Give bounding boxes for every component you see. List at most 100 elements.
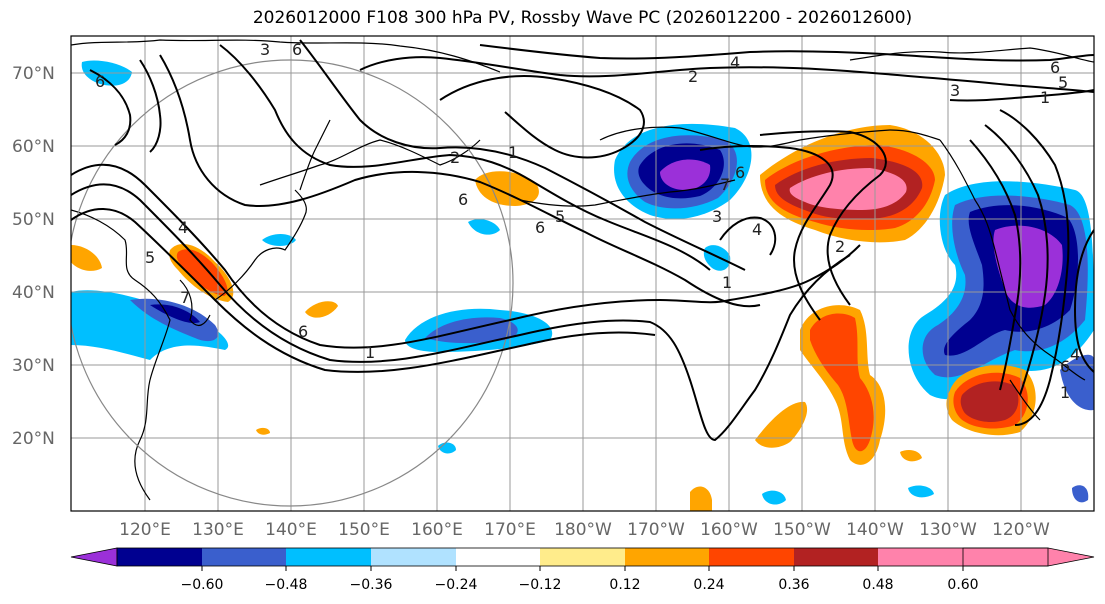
lon-label: 160°W [700, 520, 758, 540]
lon-label: 130°E [192, 520, 244, 540]
contour-label: 5 [145, 248, 155, 267]
contour-label: 3 [712, 207, 722, 226]
contour-label: 2 [835, 237, 845, 256]
pv-contour-line [71, 163, 861, 349]
colorbar-tick-label: −0.36 [350, 577, 393, 593]
latitude-labels: 70°N 60°N 50°N 40°N 30°N 20°N [12, 64, 55, 449]
pv-contour-line [984, 124, 1049, 396]
pv-contour-line [139, 59, 162, 153]
contour-label: 1 [508, 143, 518, 162]
colorbar-extend-left [70, 547, 118, 567]
coastline-sakhalin [299, 119, 331, 191]
colorbar-segment [456, 548, 540, 566]
lat-label: 50°N [12, 210, 55, 230]
anomaly-small-negative-3 [703, 245, 731, 271]
anomaly-small-positive-4 [690, 486, 712, 511]
contour-label: 6 [735, 163, 745, 182]
colorbar-segment [202, 548, 286, 566]
contour-label: 4 [178, 218, 188, 237]
lon-label: 130°W [919, 520, 977, 540]
contour-label: 1 [1060, 383, 1070, 402]
coastline-japan [214, 189, 307, 301]
anomaly-small-negative-2 [468, 219, 500, 235]
lat-label: 30°N [12, 356, 55, 376]
coastline-baja [1009, 379, 1041, 421]
lon-label: 170°W [627, 520, 685, 540]
contour-label: 6 [535, 218, 545, 237]
lat-label: 60°N [12, 137, 55, 157]
anomaly-gulf-positive-center [789, 168, 907, 210]
pv-contour-line [299, 39, 746, 271]
colorbar-tick-label: −0.60 [181, 577, 224, 593]
pv-contour-line [949, 89, 1094, 102]
contour-label: 6 [298, 322, 308, 341]
contour-label: 3 [260, 40, 270, 59]
contour-label: 6 [1050, 58, 1060, 77]
positive-anomaly-areas [71, 125, 1036, 511]
pv-contour-line [71, 208, 656, 373]
anomaly-japan-positive-mid [176, 249, 228, 296]
map-title: 2026012000 F108 300 hPa PV, Rossby Wave … [252, 8, 913, 28]
pv-contour-line [719, 216, 777, 256]
longitude-labels: 120°E 130°E 140°E 150°E 160°E 170°E 180°… [119, 520, 1050, 540]
contour-label: 6 [458, 190, 468, 209]
pv-contour-line [71, 183, 851, 442]
colorbar: −0.60 −0.48 −0.36 −0.24 −0.12 0.12 0.24 … [70, 547, 1095, 593]
colorbar-tick-label: −0.48 [265, 577, 308, 593]
contour-label: 7 [180, 288, 190, 307]
coastline-north-asia [71, 39, 501, 73]
anomaly-small-negative-7 [908, 485, 934, 498]
lon-label: 120°W [992, 520, 1050, 540]
colorbar-segment [540, 548, 625, 566]
anomaly-east-subtropical-positive-center [960, 381, 1019, 423]
anomaly-west-negative-center [150, 304, 200, 324]
colorbar-tick-label: −0.24 [435, 577, 478, 593]
contour-label: 2 [688, 67, 698, 86]
lon-label: 140°W [846, 520, 904, 540]
colorbar-tick-label: 0.48 [862, 577, 893, 593]
pv-contours [71, 39, 1094, 442]
anomaly-north-pacific-negative-center [660, 159, 711, 190]
colorbar-segment [117, 548, 202, 566]
contour-label: 5 [1058, 73, 1068, 92]
contour-label: 4 [752, 220, 762, 239]
coastline-korea [179, 279, 211, 327]
lon-label: 160°E [411, 520, 463, 540]
anomaly-small-positive-3 [755, 401, 808, 448]
pv-contour-line [969, 139, 1022, 391]
anomaly-small-negative-5 [762, 490, 786, 505]
colorbar-tick-label: −0.12 [519, 577, 562, 593]
pv-contour-line [439, 75, 645, 159]
coastline-siberia [259, 139, 481, 186]
contour-label: 6 [95, 72, 105, 91]
map-area: 3 6 6 4 5 6 7 1 2 5 6 4 3 2 1 1 4 7 6 2 … [71, 36, 1094, 511]
anomaly-subtropical-positive-mid [810, 313, 874, 452]
contour-label: 5 [555, 207, 565, 226]
contour-label: 1 [1040, 88, 1050, 107]
colorbar-tick-label: 0.36 [778, 577, 809, 593]
pv-contour-line [89, 69, 132, 146]
contour-label: 2 [450, 148, 460, 167]
colorbar-segment [286, 548, 371, 566]
anomaly-small-positive-5 [900, 450, 922, 462]
contour-label: 7 [720, 175, 730, 194]
range-circle [71, 59, 514, 507]
pv-contour-line [759, 130, 887, 306]
pv-contour-line [159, 54, 761, 308]
pv-contour-line [999, 109, 1070, 426]
colorbar-tick-label: 0.24 [693, 577, 724, 593]
colorbar-tick-label: 0.60 [947, 577, 978, 593]
map-frame [70, 35, 1095, 512]
anomaly-small-positive-1 [71, 245, 102, 271]
lat-label: 40°N [12, 283, 55, 303]
anomaly-west-negative [71, 290, 229, 360]
colorbar-tick-label: 0.12 [609, 577, 640, 593]
colorbar-segment [371, 548, 456, 566]
contour-label: 4 [1070, 345, 1080, 364]
colorbar-segment [794, 548, 878, 566]
pv-contour-line [219, 44, 711, 271]
contour-label: 1 [722, 273, 732, 292]
anomaly-west-negative-core [130, 298, 219, 342]
coastline-arctic-canada [849, 47, 1094, 63]
